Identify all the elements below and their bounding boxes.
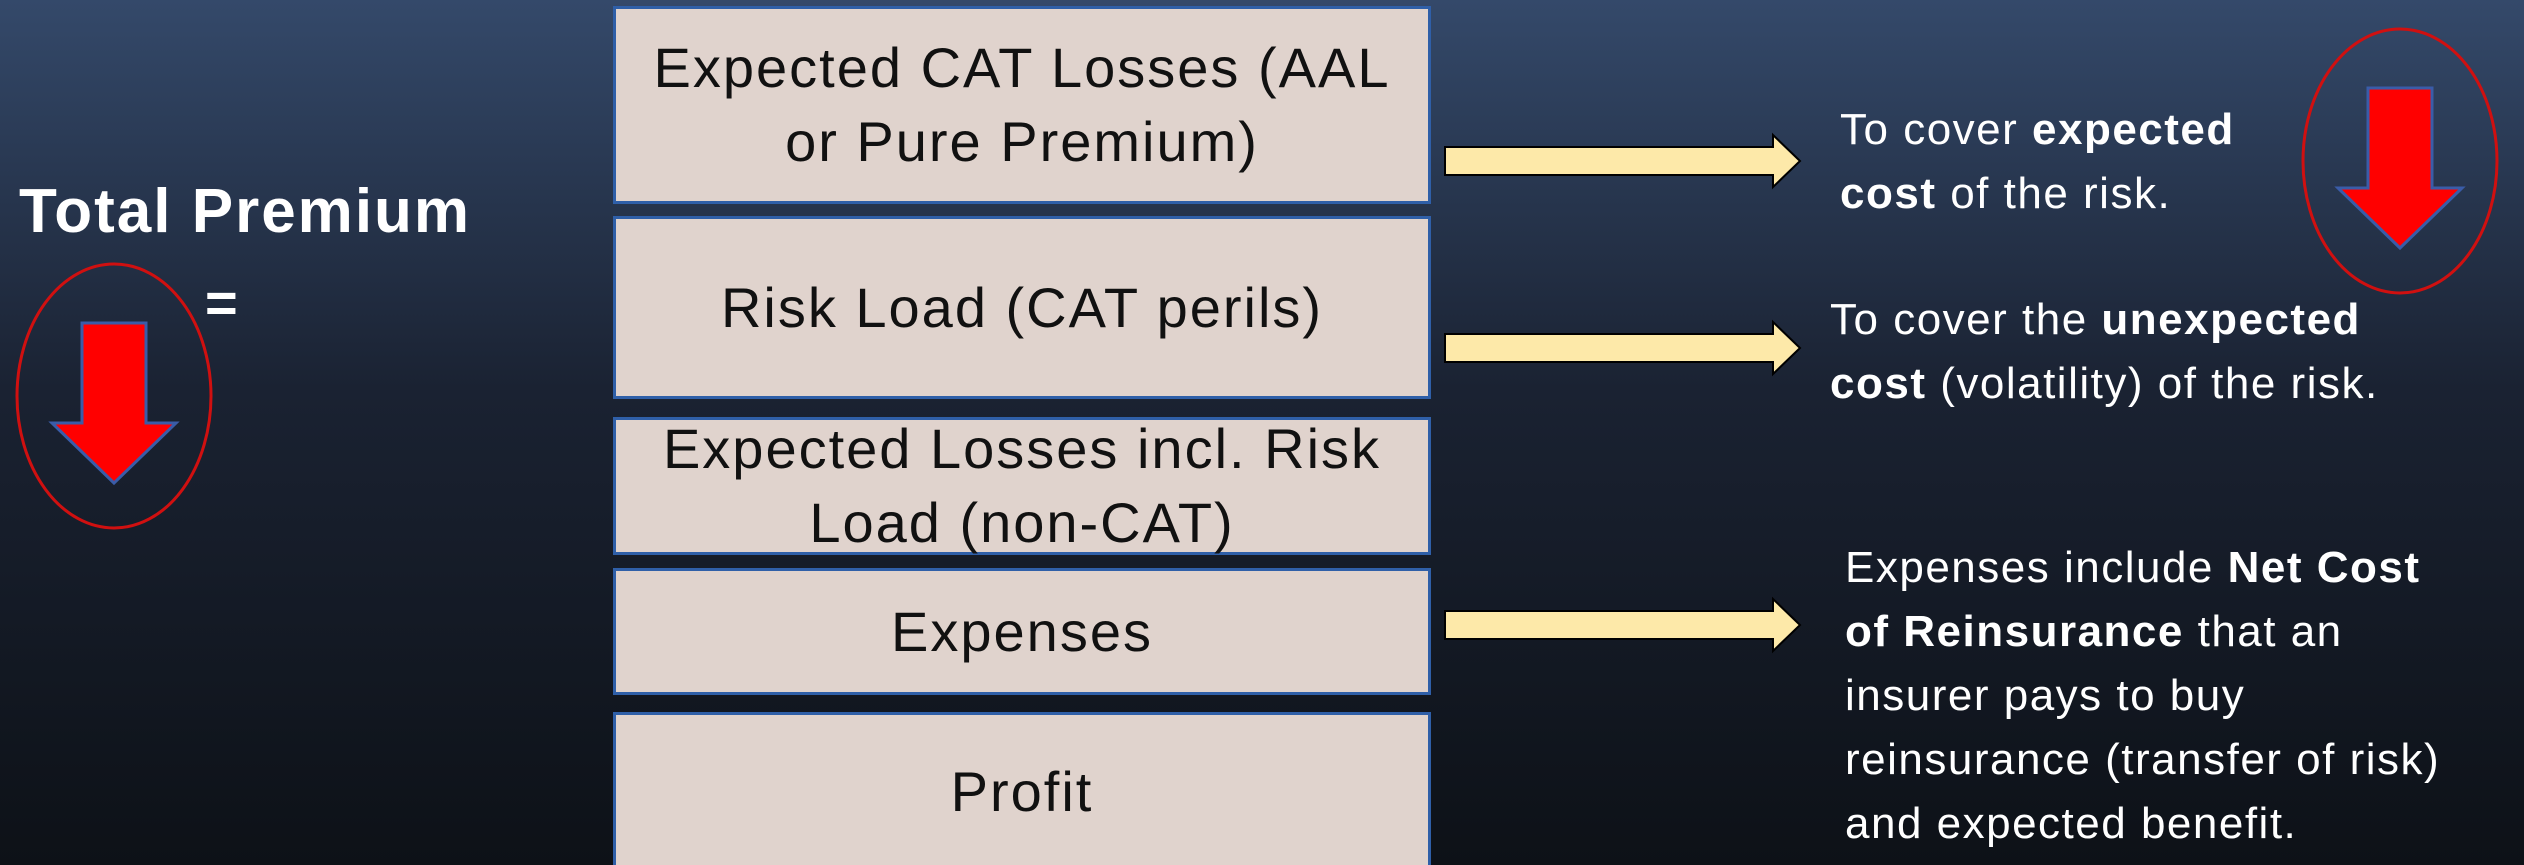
stack-box: Expenses: [613, 568, 1431, 695]
right-arrow: [1444, 596, 1802, 654]
note-text: cost: [1830, 359, 1927, 408]
box-line: Profit: [950, 760, 1094, 823]
stack-box: Risk Load (CAT perils): [613, 216, 1431, 399]
note-text: (volatility) of the risk.: [1926, 359, 2379, 408]
note: Expenses include Net Cost of Reinsurance …: [1845, 536, 2440, 856]
highlight-ellipse: [15, 262, 213, 530]
note-text: To cover: [1840, 105, 2033, 154]
note-line: To cover the unexpected: [1830, 288, 2379, 352]
note-text: unexpected: [2101, 295, 2361, 344]
note-text: Expenses include: [1845, 543, 2228, 592]
note-text: that an: [2183, 607, 2343, 656]
note-line: and expected benefit.: [1845, 792, 2440, 856]
stack-box: Expected CAT Losses (AAL or Pure Premium): [613, 6, 1431, 204]
box-line: Expenses: [891, 599, 1153, 663]
title: Total Premium: [19, 177, 472, 246]
note-line: cost (volatility) of the risk.: [1830, 352, 2379, 416]
box-line: or Pure Premium): [785, 110, 1259, 173]
down-arrow: [2334, 86, 2466, 251]
note-line: reinsurance (transfer of risk): [1845, 728, 2440, 792]
note-text: Net Cost: [2227, 543, 2421, 592]
box-line: Risk Load (CAT perils): [720, 275, 1324, 339]
note: To cover expected cost of the risk.: [1840, 98, 2235, 226]
highlight-ellipse: [2301, 27, 2499, 295]
note-text: of Reinsurance: [1845, 607, 2184, 656]
stack-box: Expected Losses incl. Risk Load (non-CAT): [613, 417, 1431, 555]
right-arrow: [1444, 132, 1802, 190]
note-text: reinsurance (transfer of risk): [1845, 735, 2441, 784]
down-arrow: [48, 321, 180, 486]
note-text: expected: [2032, 105, 2235, 154]
equals-sign: =: [205, 271, 238, 334]
stack-box: Profit: [613, 712, 1431, 865]
note-line: insurer pays to buy: [1845, 664, 2440, 728]
box-line: Expected CAT Losses (AAL: [653, 36, 1391, 99]
note-text: of the risk.: [1936, 169, 2172, 218]
note-line: Expenses include Net Cost: [1845, 536, 2440, 600]
note-line: To cover expected: [1840, 98, 2235, 162]
right-arrow: [1444, 319, 1802, 377]
note: To cover the unexpected cost (volatility)…: [1830, 288, 2379, 416]
note-line: cost of the risk.: [1840, 162, 2235, 226]
box-line: Expected Losses incl. Risk: [662, 417, 1382, 480]
note-text: and expected benefit.: [1845, 799, 2298, 848]
note-text: To cover the: [1830, 295, 2102, 344]
note-text: insurer pays to buy: [1845, 671, 2246, 720]
box-line: Load (non-CAT): [809, 491, 1235, 554]
note-text: cost: [1840, 169, 1937, 218]
note-line: of Reinsurance that an: [1845, 600, 2440, 664]
